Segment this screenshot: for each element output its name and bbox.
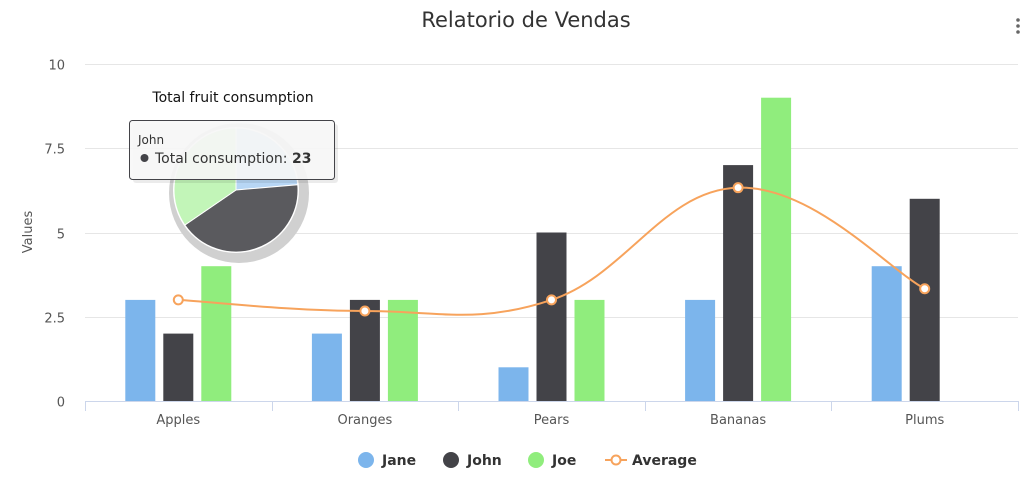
tooltip: John Total consumption: 23 (129, 120, 338, 183)
average-point-bananas[interactable] (732, 182, 744, 194)
average-point-pears[interactable] (546, 294, 557, 306)
legend-item-joe[interactable]: Joe (528, 452, 576, 469)
y-tick-label: 2.5 (44, 312, 65, 327)
average-series (172, 182, 931, 317)
legend: Jane John Joe Average (358, 452, 697, 469)
x-tick-label: Bananas (710, 413, 766, 428)
bar-jane-oranges[interactable] (311, 333, 342, 401)
x-axis: Apples Oranges Pears Bananas Plums (85, 401, 1019, 428)
legend-symbol-marker (610, 454, 622, 466)
x-tick-label: Oranges (337, 413, 392, 428)
legend-label: Joe (551, 453, 576, 469)
legend-symbol (358, 452, 374, 468)
y-axis-title: Values (21, 211, 36, 254)
tooltip-value: 23 (292, 151, 311, 167)
bar-john-plums[interactable] (909, 198, 940, 401)
average-point-oranges[interactable] (359, 305, 371, 317)
tooltip-line: Total consumption: 23 (154, 151, 311, 167)
chart-title: Relatorio de Vendas (421, 8, 630, 32)
legend-symbol (443, 452, 459, 468)
average-point-plums[interactable] (919, 283, 931, 295)
y-tick-label: 10 (48, 59, 65, 74)
legend-item-average[interactable]: Average (605, 453, 697, 469)
bar-joe-bananas[interactable] (761, 97, 792, 401)
x-tick-label: Apples (156, 413, 200, 428)
bar-joe-oranges[interactable] (387, 299, 418, 401)
tooltip-marker (140, 154, 149, 162)
legend-label: John (466, 453, 502, 469)
tooltip-box (129, 120, 335, 180)
pie-slice-john[interactable] (184, 184, 299, 253)
y-tick-label: 0 (57, 396, 65, 411)
pie-title: Total fruit consumption (151, 90, 313, 106)
tooltip-label: Total consumption: (154, 151, 292, 167)
tooltip-series-name: John (137, 133, 164, 147)
y-tick-label: 5 (57, 228, 65, 243)
bar-series (125, 97, 940, 402)
x-tick-label: Plums (905, 413, 944, 428)
vertical-ellipsis-icon[interactable] (1016, 18, 1020, 34)
bar-john-apples[interactable] (163, 333, 194, 401)
legend-item-jane[interactable]: Jane (358, 452, 416, 469)
bar-john-oranges[interactable] (349, 299, 380, 401)
bar-jane-bananas[interactable] (685, 299, 716, 401)
bar-john-bananas[interactable] (723, 165, 754, 401)
bar-jane-pears[interactable] (498, 367, 529, 401)
bar-joe-apples[interactable] (201, 266, 232, 401)
legend-label: Jane (381, 453, 416, 469)
bar-john-pears[interactable] (536, 232, 567, 402)
y-tick-label: 7.5 (44, 143, 65, 158)
x-tick-label: Pears (534, 413, 570, 428)
bar-jane-apples[interactable] (125, 299, 156, 401)
legend-symbol (528, 452, 544, 468)
legend-item-john[interactable]: John (443, 452, 502, 469)
y-axis-ticks: 0 2.5 5 7.5 10 (44, 59, 65, 411)
bar-joe-pears[interactable] (574, 299, 605, 401)
average-line (178, 186, 926, 316)
bar-jane-plums[interactable] (871, 266, 902, 401)
legend-label: Average (632, 453, 697, 469)
average-point-apples[interactable] (172, 294, 184, 306)
